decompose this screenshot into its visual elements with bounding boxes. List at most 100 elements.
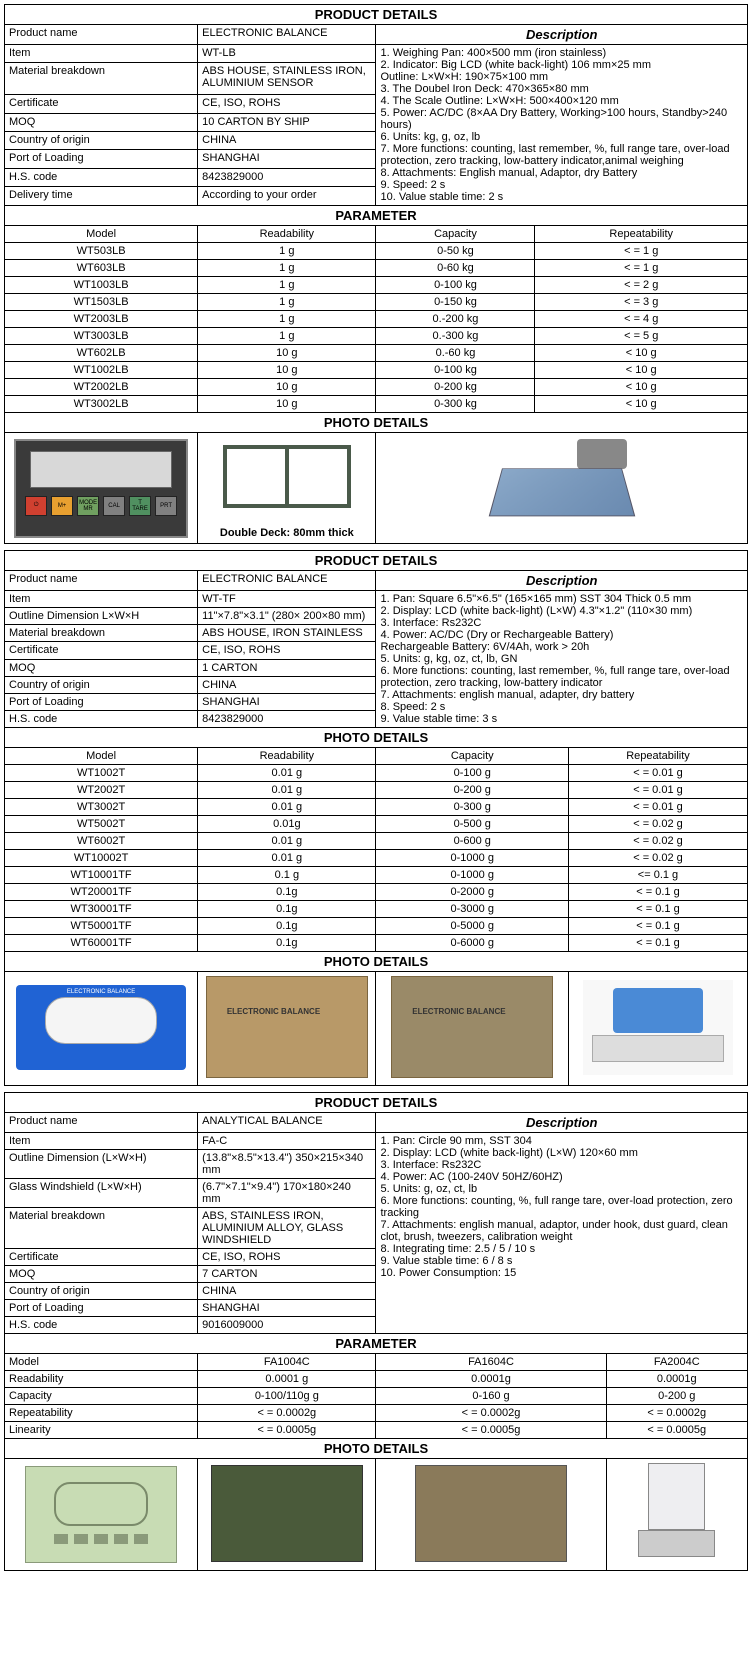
param-row: WT2002LB10 g0-200 kg< 10 g [5, 379, 748, 396]
param-cell: < 10 g [535, 396, 748, 413]
param-cell: 0-100 kg [376, 277, 535, 294]
photo-cell-box2 [376, 972, 569, 1086]
param-cell: 0-200 g [606, 1388, 747, 1405]
param-header-cell: FA1604C [376, 1354, 606, 1371]
photo-cell-scale [376, 433, 748, 544]
param-cell: 0-6000 g [376, 935, 569, 952]
blue-panel-image: ELECTRONIC BALANCE [16, 985, 186, 1070]
param-cell: < = 4 g [535, 311, 748, 328]
param-cell: WT503LB [5, 243, 198, 260]
param-cell: 0-100 kg [376, 362, 535, 379]
param-cell: 1 g [198, 311, 376, 328]
param-cell: 0-300 kg [376, 396, 535, 413]
param-cell: 0.01 g [198, 799, 376, 816]
param-cell: 1 g [198, 328, 376, 345]
param-row: WT3003LB1 g0.-300 kg< = 5 g [5, 328, 748, 345]
section-header: PRODUCT DETAILS [5, 5, 748, 25]
param-cell: < = 0.0005g [606, 1422, 747, 1439]
photo-cell-box1 [198, 972, 376, 1086]
param-cell: < 10 g [535, 345, 748, 362]
param-cell: 0.01 g [198, 782, 376, 799]
photo-cell-blue-panel: ELECTRONIC BALANCE [5, 972, 198, 1086]
param-cell: < = 0.0005g [376, 1422, 606, 1439]
description-text: 1. Weighing Pan: 400×500 mm (iron stainl… [376, 45, 748, 206]
param-cell: 1 g [198, 243, 376, 260]
param-cell: 0-60 kg [376, 260, 535, 277]
packed-image [415, 1465, 567, 1562]
analytical-balance-image [632, 1463, 722, 1563]
param-cell: WT2002LB [5, 379, 198, 396]
param-cell: Repeatability [5, 1405, 198, 1422]
param-cell: 1 g [198, 294, 376, 311]
photo-cell-scale [568, 972, 747, 1086]
photo-cell-packed [376, 1459, 606, 1571]
param-row: WT30001TF0.1g0-3000 g< = 0.1 g [5, 901, 748, 918]
param-row: WT10002T0.01 g0-1000 g< = 0.02 g [5, 850, 748, 867]
param-cell: WT3002LB [5, 396, 198, 413]
param-row: Readability0.0001 g0.0001g0.0001g [5, 1371, 748, 1388]
param-row: WT2003LB1 g0.-200 kg< = 4 g [5, 311, 748, 328]
param-cell: WT603LB [5, 260, 198, 277]
param-row: WT503LB1 g0-50 kg< = 1 g [5, 243, 748, 260]
panel-button: ⏻ [25, 496, 47, 516]
param-cell: 0-200 kg [376, 379, 535, 396]
panel-button: PRT [155, 496, 177, 516]
param-cell: WT602LB [5, 345, 198, 362]
param-row: WT1003LB1 g0-100 kg< = 2 g [5, 277, 748, 294]
param-cell: WT1503LB [5, 294, 198, 311]
param-cell: 0-50 kg [376, 243, 535, 260]
param-header-cell: Readability [198, 226, 376, 243]
param-cell: < 10 g [535, 379, 748, 396]
description-header: Description [376, 25, 748, 45]
param-row: WT1002T0.01 g0-100 g< = 0.01 g [5, 765, 748, 782]
scale-platform-image [487, 439, 637, 534]
param-row: WT20001TF0.1g0-2000 g< = 0.1 g [5, 884, 748, 901]
param-cell: 10 g [198, 379, 376, 396]
box-image [206, 976, 368, 1078]
product-details-table-3: PRODUCT DETAILS Product name ANALYTICAL … [4, 1092, 748, 1571]
param-cell: 0.01 g [198, 850, 376, 867]
param-cell: 0.1g [198, 884, 376, 901]
param-header-cell: FA1004C [198, 1354, 376, 1371]
photo-cell-analytical [606, 1459, 747, 1571]
param-cell: WT1002T [5, 765, 198, 782]
deck-frame-image [212, 437, 362, 522]
param-row: WT6002T0.01 g0-600 g< = 0.02 g [5, 833, 748, 850]
panel-button: MODE MR [77, 496, 99, 516]
param-cell: 0-1000 g [376, 867, 569, 884]
param-header-row: ModelReadabilityCapacityRepeatability [5, 226, 748, 243]
param-cell: 0.1g [198, 901, 376, 918]
param-cell: 0.-200 kg [376, 311, 535, 328]
param-row: WT2002T0.01 g0-200 g< = 0.01 g [5, 782, 748, 799]
param-cell: < = 2 g [535, 277, 748, 294]
param-cell: WT60001TF [5, 935, 198, 952]
param-cell: WT30001TF [5, 901, 198, 918]
param-cell: 0.-60 kg [376, 345, 535, 362]
param-cell: 0.0001 g [198, 1371, 376, 1388]
param-row: WT60001TF0.1g0-6000 g< = 0.1 g [5, 935, 748, 952]
green-panel-image [25, 1466, 177, 1563]
circuit-image [211, 1465, 363, 1562]
param-cell: 0-100 g [376, 765, 569, 782]
photo-header: PHOTO DETAILS [5, 413, 748, 433]
description-text: 1. Pan: Circle 90 mm, SST 304 2. Display… [376, 1133, 748, 1334]
param-cell: WT6002T [5, 833, 198, 850]
param-cell: WT1003LB [5, 277, 198, 294]
param-cell: WT3003LB [5, 328, 198, 345]
param-cell: WT10001TF [5, 867, 198, 884]
param-cell: 10 g [198, 362, 376, 379]
photo-cell-green-panel [5, 1459, 198, 1571]
param-cell: 0.0001g [376, 1371, 606, 1388]
box-stack-image [391, 976, 553, 1078]
param-cell: < = 1 g [535, 243, 748, 260]
param-row: WT10001TF0.1 g0-1000 g<= 0.1 g [5, 867, 748, 884]
param-cell: 0-5000 g [376, 918, 569, 935]
param-cell: < = 0.1 g [568, 935, 747, 952]
param-header-cell: Model [5, 226, 198, 243]
param-row: WT3002T0.01 g0-300 g< = 0.01 g [5, 799, 748, 816]
param-row: WT5002T0.01g0-500 g< = 0.02 g [5, 816, 748, 833]
param-cell: < = 5 g [535, 328, 748, 345]
param-header-cell: Capacity [376, 226, 535, 243]
panel-button: M+ [51, 496, 73, 516]
param-cell: 0.0001g [606, 1371, 747, 1388]
